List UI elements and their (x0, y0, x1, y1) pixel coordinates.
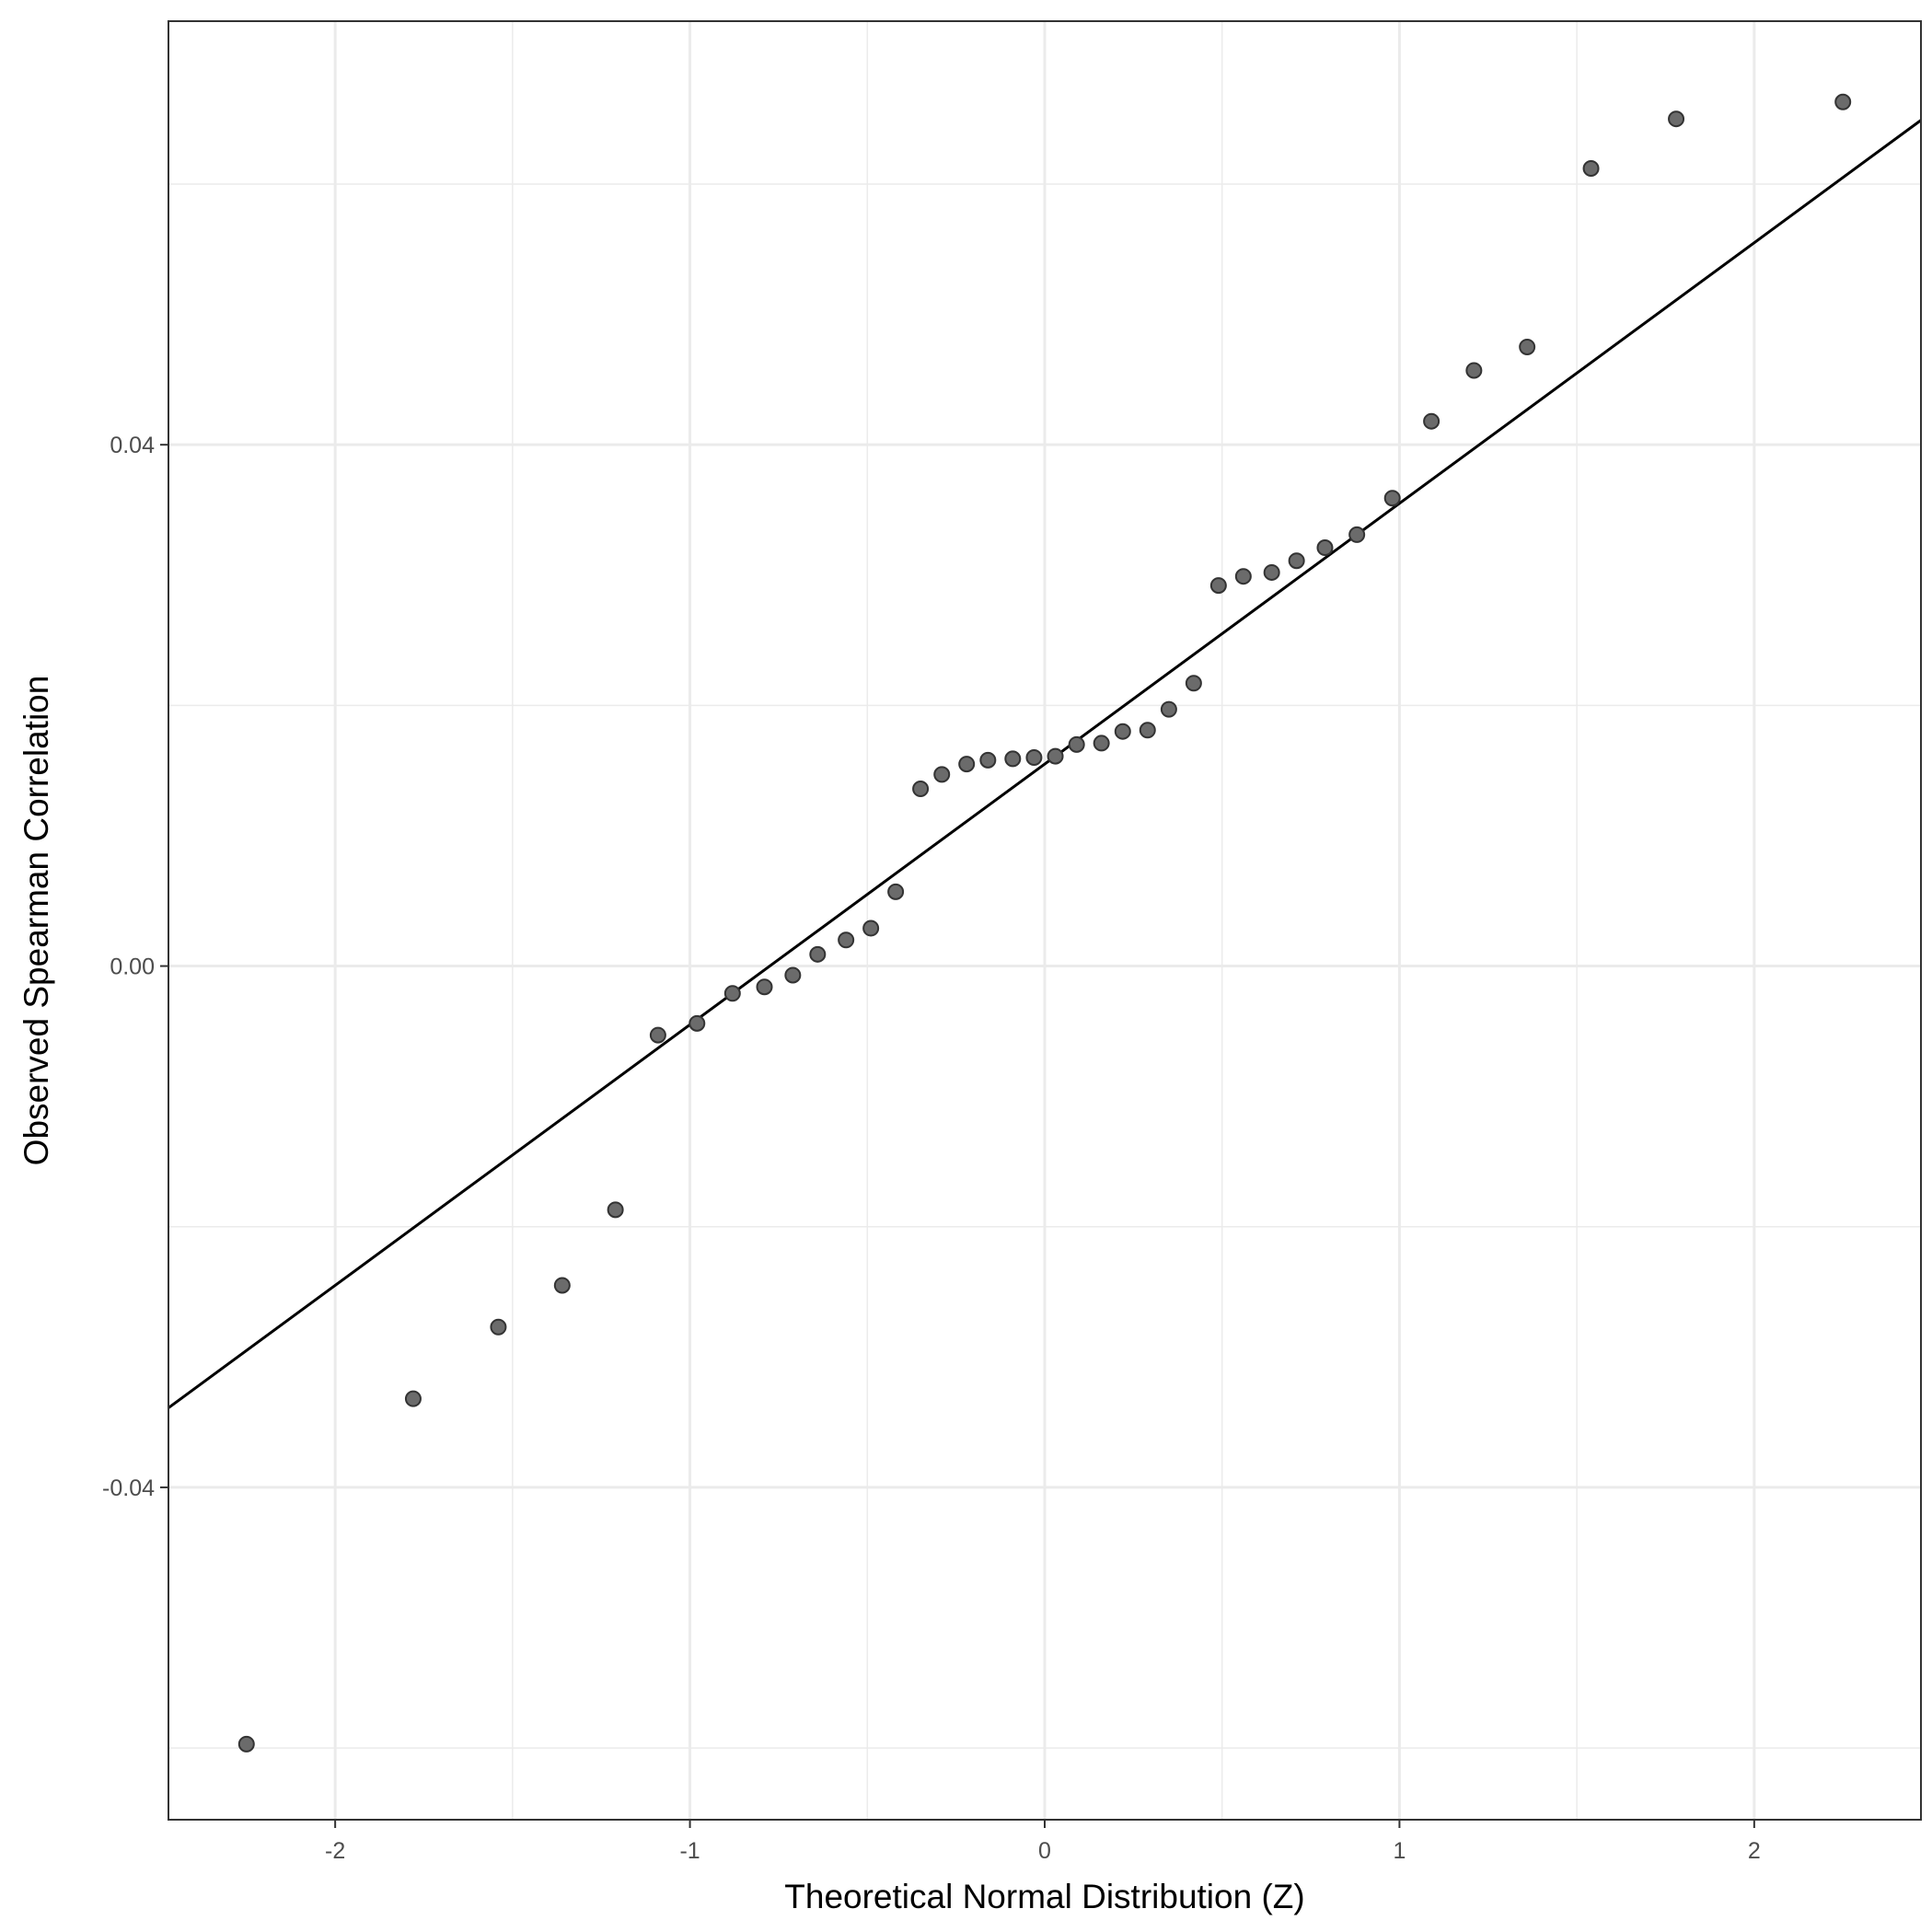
data-point (237, 1735, 255, 1753)
x-axis-title: Theoretical Normal Distribution (Z) (784, 1878, 1304, 1915)
data-point (756, 978, 773, 996)
data-point (933, 766, 951, 783)
x-tick-label: 1 (1393, 1838, 1406, 1864)
data-point (1234, 568, 1252, 585)
data-point (1047, 747, 1064, 765)
data-point (1209, 577, 1227, 595)
y-tick-label: 0.04 (110, 433, 155, 458)
data-point (912, 780, 930, 797)
x-tick-label: -2 (325, 1838, 345, 1864)
data-point (1348, 526, 1366, 543)
reference-line (168, 119, 1922, 1409)
data-point (1160, 700, 1177, 718)
data-point (1068, 735, 1085, 753)
data-point (1383, 490, 1401, 507)
data-point (1025, 749, 1043, 767)
x-tick-label: -1 (679, 1838, 700, 1864)
data-point (553, 1277, 571, 1294)
data-point (1582, 160, 1600, 178)
data-point (887, 883, 905, 900)
data-point (1465, 362, 1483, 379)
data-point (723, 985, 741, 1002)
data-point (979, 751, 997, 769)
axes: -2 -1 0 1 2 -0.04 0.00 0.04 (102, 433, 1761, 1864)
data-point (1114, 723, 1131, 740)
data-point (784, 966, 802, 984)
data-point (838, 931, 855, 949)
gridlines (168, 21, 1921, 1820)
y-axis-title: Observed Spearman Correlation (17, 676, 55, 1166)
data-point (1519, 338, 1536, 355)
data-point (809, 945, 827, 963)
y-tick-label: -0.04 (102, 1475, 155, 1501)
x-tick-label: 0 (1038, 1838, 1051, 1864)
data-point (1423, 412, 1440, 430)
data-point (1316, 539, 1334, 557)
data-point (1185, 675, 1202, 692)
data-point (490, 1318, 507, 1336)
data-point (1139, 722, 1156, 739)
data-point (862, 920, 880, 937)
x-tick-label: 2 (1748, 1838, 1761, 1864)
data-point (958, 756, 976, 773)
data-point (1004, 750, 1022, 768)
y-tick-label: 0.00 (110, 954, 155, 980)
data-point (688, 1014, 706, 1032)
data-point (404, 1390, 422, 1407)
data-point (649, 1026, 666, 1044)
data-point (607, 1201, 624, 1219)
data-point (1093, 735, 1110, 752)
reference-line-layer (168, 119, 1922, 1409)
data-point (1834, 93, 1852, 110)
data-point (1288, 552, 1305, 570)
data-point (1263, 563, 1280, 581)
data-points (237, 93, 1852, 1753)
data-point (1668, 110, 1685, 128)
